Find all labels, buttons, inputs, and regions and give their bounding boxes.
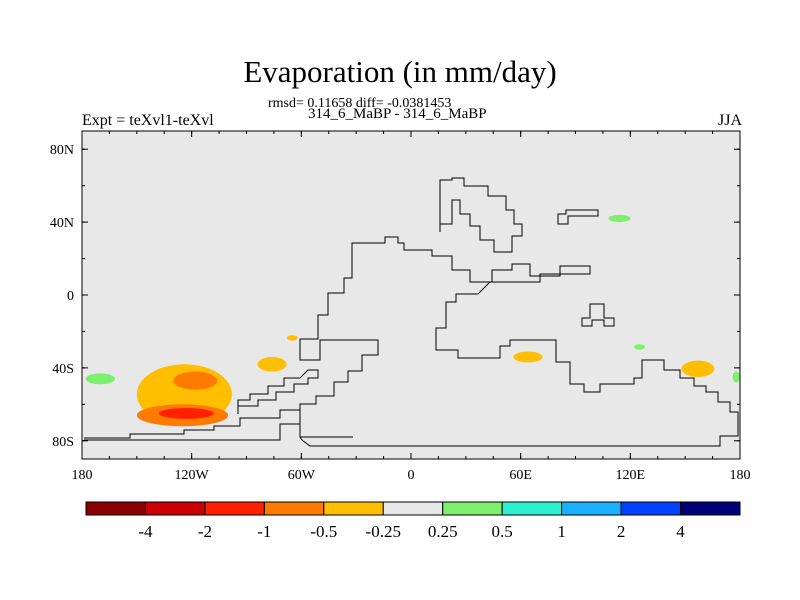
y-tick-label-5: 80S (52, 435, 74, 450)
x-tick-label-3: 60W (288, 468, 316, 483)
colorbar-label-4: -0.5 (310, 522, 337, 541)
x-tick-label-5: 60E (509, 468, 532, 483)
anomaly-12 (158, 407, 214, 419)
anomaly-8 (633, 344, 645, 350)
colorbar-swatch-2 (144, 501, 206, 516)
stats-line: rmsd= 0.11658 diff= -0.0381453 (268, 96, 452, 111)
x-tick-label-7: 180 (730, 468, 751, 483)
colorbar-label-9: 2 (617, 522, 626, 541)
anomaly-4 (513, 351, 543, 363)
anomaly-3 (286, 335, 298, 341)
colorbar-swatch-8 (501, 501, 563, 516)
colorbar-label-1: -4 (138, 522, 153, 541)
coastline-segment-3 (581, 303, 615, 327)
y-tick-label-1: 80N (50, 143, 74, 158)
colorbar: -4 -2 -1 -0.5 -0.25 0.25 0.5 1 2 4 (85, 501, 741, 541)
colorbar-label-10: 4 (676, 522, 685, 541)
colorbar-label-2: -2 (198, 522, 212, 541)
colorbar-swatch-7 (442, 501, 503, 516)
colorbar-swatch-5 (323, 501, 384, 516)
season-label: JJA (717, 112, 742, 129)
colorbar-swatch-4 (263, 501, 325, 516)
anomaly-10 (173, 371, 218, 390)
coastline-segment-6 (237, 369, 319, 414)
colorbar-label-7: 0.5 (492, 522, 513, 541)
anomaly-6 (85, 373, 115, 385)
coastline-segment-4 (557, 209, 599, 225)
x-tick-label-2: 120W (175, 468, 210, 483)
x-tick-label-4: 0 (408, 468, 415, 483)
anomaly-5 (681, 360, 715, 377)
y-axis: 80N 40N 0 40S 80S (50, 143, 740, 450)
colorbar-swatch-6 (382, 501, 444, 516)
colorbar-label-6: 0.25 (428, 522, 458, 541)
anomaly-7 (608, 214, 631, 223)
colorbar-swatch-9 (561, 501, 622, 516)
y-tick-label-2: 40N (50, 216, 74, 231)
colorbar-swatch-1 (85, 501, 146, 516)
chart-subtitle: 314_6_MaBP - 314_6_MaBP (308, 106, 487, 122)
anomaly-2 (257, 356, 287, 372)
coastline (84, 177, 739, 447)
y-tick-label-3: 0 (67, 289, 74, 304)
colorbar-label-5: -0.25 (366, 522, 401, 541)
contour-fills (85, 214, 740, 427)
experiment-label: Expt = teXvl1-teXvl (82, 112, 214, 129)
chart-title: Evaporation (in mm/day) (243, 54, 557, 89)
x-tick-label-6: 120E (616, 468, 646, 483)
colorbar-label-8: 1 (557, 522, 566, 541)
coastline-segment-2 (439, 177, 523, 253)
coastline-segment-5 (84, 409, 301, 441)
x-axis: 180 120W 60W 0 60E 120E 180 (72, 131, 751, 483)
x-tick-label-1: 180 (72, 468, 93, 483)
coastline-segment-1 (299, 236, 739, 447)
colorbar-swatch-10 (620, 501, 682, 516)
colorbar-label-3: -1 (257, 522, 271, 541)
colorbar-swatch-11 (680, 501, 741, 516)
y-tick-label-4: 40S (52, 362, 74, 377)
anomaly-9 (732, 371, 740, 383)
colorbar-swatch-3 (204, 501, 265, 516)
